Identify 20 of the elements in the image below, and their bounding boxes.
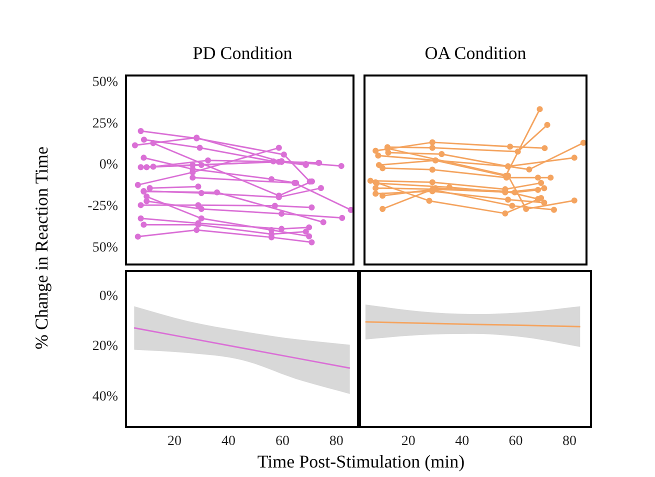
x-tick-label: 20 — [168, 434, 182, 450]
y-tick-label: 25% — [92, 116, 118, 132]
x-tick-label: 80 — [329, 434, 344, 450]
y-tick-label: 0% — [99, 288, 118, 304]
x-tick-label: 60 — [275, 434, 290, 450]
y-tick-label: 50% — [92, 240, 118, 256]
y-axis-title: % Change in Reaction Time — [32, 146, 52, 350]
y-tick-label: 50% — [92, 74, 118, 90]
y-tick-label: -25% — [88, 199, 118, 214]
chart-title: PD Condition — [192, 42, 294, 65]
y-tick-label: 40% — [92, 389, 118, 404]
x-tick-label: 20 — [401, 434, 416, 450]
chart-title: OA Condition — [424, 42, 528, 65]
x-tick-label: 40 — [455, 434, 470, 450]
y-tick-label: 0% — [99, 158, 118, 173]
x-tick-label: 40 — [222, 434, 236, 450]
y-tick-label: 20% — [92, 339, 118, 354]
x-axis-title: Time Post-Stimulation (min) — [257, 452, 465, 472]
x-tick-label: 60 — [508, 434, 523, 450]
x-tick-label: 80 — [562, 434, 577, 450]
